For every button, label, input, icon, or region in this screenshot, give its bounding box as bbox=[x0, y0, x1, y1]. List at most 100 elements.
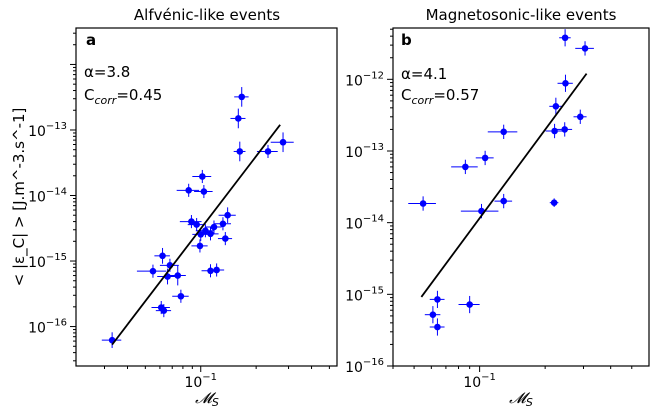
panel-b-point-marker bbox=[581, 45, 589, 52]
panel-a-y-tick-exp: −15 bbox=[46, 252, 67, 263]
panel-b-point bbox=[549, 198, 559, 207]
panel-b-y-tick-label: 10−13 bbox=[345, 142, 384, 161]
panel-a-ccorr: Ccorr=0.45 bbox=[84, 86, 162, 107]
panel-a-point bbox=[154, 247, 170, 264]
panel-a-point bbox=[205, 220, 222, 234]
panel-a-point-marker bbox=[219, 220, 227, 228]
panel-b-point-marker bbox=[434, 296, 441, 303]
panel-a-y-tick-exp: −13 bbox=[46, 121, 67, 132]
panel-a-y-tick-label: 10−14 bbox=[28, 187, 67, 206]
panel-a-point-marker bbox=[199, 173, 206, 180]
panel-a-frame bbox=[75, 27, 338, 367]
panel-b-x-tick-exp: −1 bbox=[481, 372, 496, 383]
panel-b-y-tick-exp: −12 bbox=[363, 70, 384, 81]
panel-b-point bbox=[408, 196, 436, 211]
panel-b-title: Magnetosonic-like events bbox=[426, 6, 617, 24]
panel-a-point bbox=[230, 108, 246, 129]
panel-b-point-marker bbox=[550, 199, 558, 206]
panel-b-point bbox=[487, 124, 518, 140]
panel-b-frame bbox=[392, 27, 650, 367]
panel-b-x-ticks: 10−1 bbox=[392, 366, 633, 391]
panel-a-x-label-sub: S bbox=[212, 396, 219, 409]
panel-a-point bbox=[136, 264, 167, 278]
panel-b-label: b bbox=[401, 31, 412, 49]
panel-b-point-marker bbox=[561, 126, 569, 133]
panel-b-point-marker bbox=[419, 200, 427, 207]
panel-b-point-marker bbox=[481, 154, 489, 162]
panel-a-point-marker bbox=[224, 211, 231, 219]
panel-b-point bbox=[559, 29, 571, 47]
panel-a-point-marker bbox=[210, 223, 218, 231]
panel-a-x-tick-base: 10 bbox=[184, 375, 202, 391]
panel-b-x-label-sub: S bbox=[526, 396, 533, 409]
panel-a-point bbox=[179, 215, 202, 229]
panel-a-point-marker bbox=[196, 242, 204, 250]
panel-b-y-tick-exp: −13 bbox=[363, 142, 384, 153]
panel-a-y-tick-base: 10 bbox=[28, 321, 46, 337]
panel-a-point bbox=[217, 232, 233, 246]
panel-b: Magnetosonic-like events 10−1610−1510−14… bbox=[345, 6, 650, 409]
panel-a-point-marker bbox=[207, 267, 214, 275]
panel-b-x-axis-label: 𝓜S bbox=[509, 389, 533, 409]
panel-a-point bbox=[201, 227, 219, 241]
panel-a-point bbox=[233, 141, 246, 162]
panel-b-point-marker bbox=[552, 103, 560, 110]
panel-a-point-marker bbox=[202, 227, 209, 235]
panel-a-point-marker bbox=[177, 292, 185, 300]
panel-a-ccorr-sub: corr bbox=[94, 94, 117, 107]
panel-b-point bbox=[556, 122, 573, 137]
panel-a-point bbox=[270, 132, 294, 153]
panel-a-point-marker bbox=[159, 252, 166, 260]
panel-a-ccorr-prefix: C bbox=[84, 86, 94, 104]
panel-a-x-label-main: 𝓜 bbox=[195, 389, 217, 407]
panel-b-point bbox=[557, 74, 573, 92]
panel-a-point-marker bbox=[222, 235, 229, 242]
panel-a-point bbox=[176, 183, 200, 197]
panel-b-y-tick-exp: −15 bbox=[363, 285, 384, 296]
panel-b-y-tick-label: 10−12 bbox=[345, 70, 384, 89]
panel-a-y-tick-exp: −16 bbox=[46, 318, 67, 329]
panel-a-point-marker bbox=[149, 267, 157, 275]
panel-b-ccorr-sub: corr bbox=[411, 94, 434, 107]
panel-a-y-tick-base: 10 bbox=[28, 190, 46, 206]
panel-a-y-tick-label: 10−16 bbox=[28, 318, 67, 337]
panel-b-point bbox=[424, 306, 441, 324]
panel-b-ccorr-prefix: C bbox=[401, 86, 411, 104]
panel-b-x-label-main: 𝓜 bbox=[509, 389, 531, 407]
panel-b-point-marker bbox=[576, 113, 584, 121]
panel-b-y-tick-label: 10−14 bbox=[345, 214, 384, 233]
panel-b-point-marker bbox=[429, 311, 437, 318]
panel-a-y-tick-exp: −14 bbox=[46, 187, 67, 198]
panel-b-point-marker bbox=[500, 197, 507, 205]
panel-a-point-marker bbox=[193, 221, 200, 228]
panel-a-point bbox=[218, 207, 236, 224]
panel-b-point bbox=[573, 109, 587, 124]
panel-a-fit-line bbox=[111, 124, 281, 346]
panel-a-point bbox=[172, 289, 189, 303]
panel-a-point bbox=[187, 218, 205, 232]
panel-a-points bbox=[101, 87, 294, 349]
panel-b-point bbox=[458, 295, 480, 314]
panel-a-alpha: α=3.8 bbox=[84, 63, 130, 81]
panel-a-point-marker bbox=[236, 148, 244, 155]
panel-b-points bbox=[408, 29, 594, 336]
panel-b-y-tick-label: 10−15 bbox=[345, 285, 384, 304]
panel-b-y-tick-base: 10 bbox=[345, 73, 363, 89]
panel-b-point-marker bbox=[462, 163, 469, 171]
panel-a-point bbox=[191, 239, 208, 253]
panel-b-point-marker bbox=[500, 128, 507, 136]
panel-a-x-tick-exp: −1 bbox=[202, 372, 217, 383]
panel-b-point bbox=[475, 150, 494, 166]
panel-a-point bbox=[155, 304, 172, 318]
panel-a-point-marker bbox=[238, 93, 246, 101]
panel-b-x-tick-label: 10−1 bbox=[463, 372, 496, 391]
panel-b-point bbox=[545, 123, 563, 139]
panel-a-label: a bbox=[86, 31, 96, 49]
panel-b-y-tick-exp: −14 bbox=[363, 214, 384, 225]
panel-a-point-marker bbox=[213, 266, 220, 274]
panel-b-x-tick-base: 10 bbox=[463, 375, 481, 391]
panel-b-point-marker bbox=[551, 127, 558, 135]
